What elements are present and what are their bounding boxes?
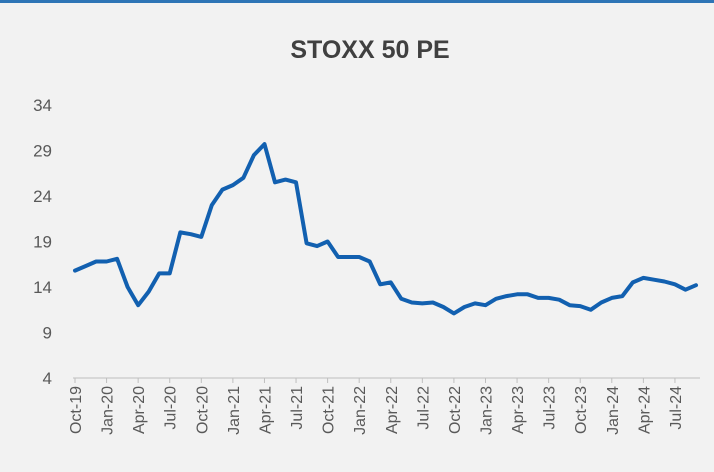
x-tick-label: Jan-21 [226, 386, 243, 435]
x-tick-label: Oct-20 [194, 386, 211, 434]
y-tick-label: 24 [33, 187, 52, 206]
x-tick-label: Oct-21 [321, 386, 338, 434]
x-tick-label: Jul-20 [163, 386, 180, 430]
x-tick-label: Jul-23 [542, 386, 559, 430]
chart-title: STOXX 50 PE [290, 36, 449, 64]
x-tick-label: Oct-22 [447, 386, 464, 434]
x-tick-label: Jul-22 [415, 386, 432, 430]
x-tick-label: Apr-24 [636, 386, 653, 434]
x-tick-label: Jan-24 [605, 386, 622, 435]
y-tick-label: 19 [33, 233, 52, 252]
x-tick-label: Apr-23 [510, 386, 527, 434]
x-tick-label: Jul-21 [289, 386, 306, 430]
x-tick-label: Apr-21 [257, 386, 274, 434]
y-tick-label: 34 [33, 96, 52, 115]
x-tick-label: Oct-23 [573, 386, 590, 434]
x-tick-label: Jan-23 [478, 386, 495, 435]
x-tick-label: Jul-24 [668, 386, 685, 430]
y-tick-label: 9 [43, 324, 52, 343]
y-tick-label: 14 [33, 278, 52, 297]
y-tick-label: 29 [33, 142, 52, 161]
y-tick-label: 4 [43, 369, 52, 388]
x-tick-label: Jan-20 [100, 386, 117, 435]
x-tick-label: Oct-19 [68, 386, 85, 434]
x-tick-label: Jan-22 [352, 386, 369, 435]
x-tick-label: Apr-20 [131, 386, 148, 434]
data-line [73, 142, 698, 316]
x-tick-label: Apr-22 [384, 386, 401, 434]
